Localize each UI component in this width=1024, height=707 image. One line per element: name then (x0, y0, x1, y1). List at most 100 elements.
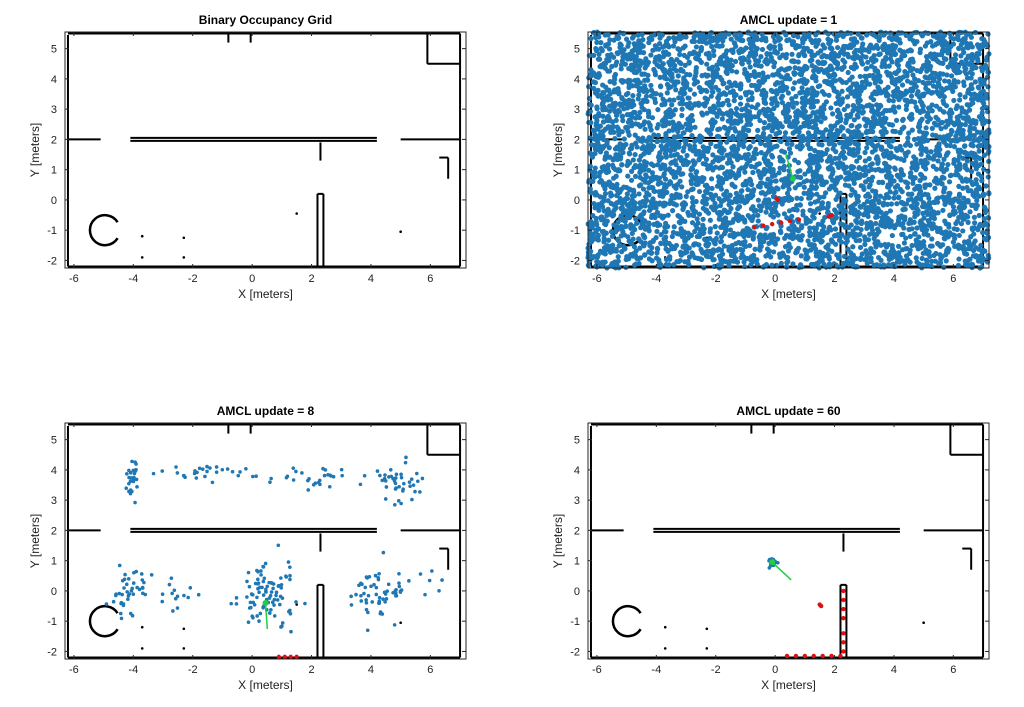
particle (943, 258, 949, 264)
particle (860, 184, 866, 190)
particle (963, 176, 969, 182)
particle (705, 254, 711, 260)
particle (908, 67, 914, 73)
particle (632, 162, 639, 169)
particle (706, 241, 712, 247)
particle (854, 112, 860, 118)
particle (850, 244, 856, 250)
particle (743, 45, 749, 51)
particle (864, 250, 870, 256)
particle (743, 255, 749, 262)
particle (927, 243, 934, 249)
particle (947, 143, 953, 149)
particle (883, 30, 889, 36)
particle (686, 95, 692, 101)
particle (769, 262, 775, 268)
particle (675, 73, 681, 79)
particle (655, 138, 661, 144)
particle (968, 168, 975, 175)
particle (902, 261, 908, 267)
particle (917, 46, 924, 52)
particle (889, 122, 896, 128)
particle (592, 131, 598, 138)
particle (718, 239, 724, 245)
particle (968, 34, 974, 40)
particle (896, 95, 902, 101)
particle (813, 32, 819, 38)
particle (877, 34, 883, 40)
particle (611, 175, 617, 181)
particle (710, 152, 716, 158)
particle (874, 226, 881, 232)
particle (617, 44, 623, 51)
particle (862, 116, 868, 122)
particle (670, 127, 676, 133)
particle (628, 177, 635, 183)
particle (815, 153, 822, 159)
particle (965, 219, 971, 225)
particle (943, 56, 949, 62)
particle (943, 152, 950, 158)
particle (681, 77, 687, 83)
particle (772, 241, 778, 247)
particle (634, 113, 641, 120)
particle (921, 158, 927, 164)
particle (959, 59, 965, 65)
particle (866, 48, 872, 55)
particle (785, 254, 791, 261)
particle (701, 193, 707, 199)
particle (914, 201, 920, 207)
particle (815, 59, 821, 65)
particle (679, 184, 685, 190)
particle (802, 95, 808, 101)
particle (726, 79, 732, 85)
particle (684, 152, 690, 159)
particle (724, 139, 730, 145)
particle (662, 182, 668, 188)
particle (917, 177, 923, 184)
particle (623, 141, 629, 148)
particle (761, 125, 767, 131)
particle (875, 142, 881, 148)
particle (906, 130, 912, 136)
particle (727, 227, 733, 233)
particle (691, 34, 697, 40)
particle (833, 241, 839, 247)
particle (758, 207, 764, 214)
particle (719, 224, 725, 230)
particle (600, 250, 606, 256)
particle (981, 81, 987, 87)
particle (633, 261, 639, 267)
particle (912, 231, 918, 237)
particle (877, 90, 883, 96)
particle (673, 170, 679, 176)
particle (744, 122, 750, 128)
particle (763, 209, 769, 215)
particle (700, 112, 706, 118)
particle (726, 60, 732, 66)
particle (642, 252, 648, 258)
particle (901, 225, 907, 231)
particle (863, 193, 869, 199)
particle (956, 45, 962, 51)
particle (688, 114, 694, 120)
particle (696, 242, 702, 248)
particle (807, 233, 813, 239)
particle (960, 132, 966, 138)
particle (783, 32, 789, 38)
particle (665, 223, 671, 230)
particle (616, 132, 622, 138)
particle (871, 97, 877, 103)
particle (804, 159, 810, 165)
particle (657, 264, 663, 270)
particle (983, 144, 989, 150)
particle (967, 124, 973, 130)
particle (956, 256, 962, 262)
particle (618, 66, 624, 72)
particle (785, 101, 792, 107)
particle (640, 165, 646, 171)
particle (966, 107, 973, 113)
particle (952, 210, 958, 216)
particle (787, 150, 794, 156)
particle (626, 151, 633, 157)
